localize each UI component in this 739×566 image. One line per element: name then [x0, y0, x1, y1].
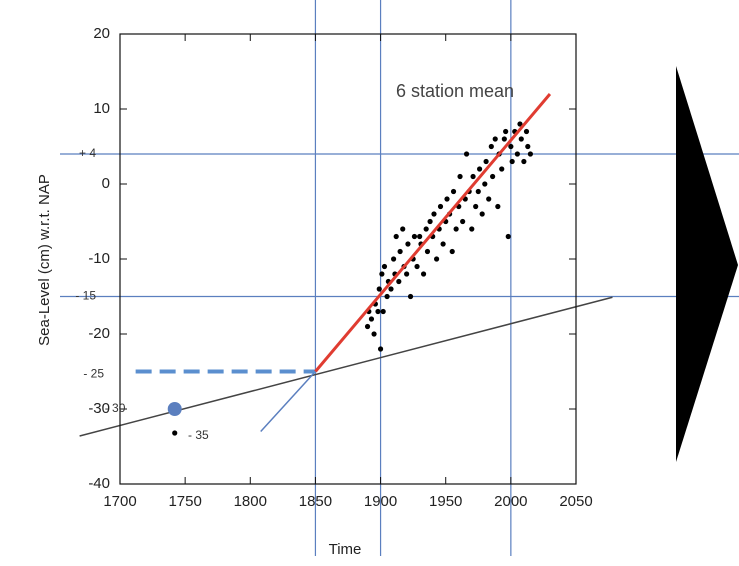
x-tick-label: 1800	[234, 493, 267, 510]
data-point	[514, 151, 520, 157]
y-tick-label: 0	[102, 175, 110, 192]
data-point	[523, 128, 530, 135]
data-point	[368, 316, 375, 322]
x-tick-label: 1950	[429, 493, 462, 510]
annotation: 6 station mean	[396, 81, 514, 101]
arrow	[676, 66, 738, 462]
x-tick-label: 2000	[494, 493, 527, 510]
data-point	[503, 128, 509, 135]
data-point	[457, 173, 463, 180]
y-tick-label: -30	[88, 400, 110, 417]
data-point	[380, 308, 386, 315]
data-point	[427, 218, 433, 225]
under-layer	[60, 0, 739, 556]
y-tick-label: 20	[93, 25, 110, 42]
data-point	[371, 331, 377, 337]
data-point	[420, 271, 427, 277]
data-point	[167, 402, 182, 416]
over-layer: -40 -30 -20 -10 0 10 20 1700 1750 1800 1850 1900 195…	[75, 25, 592, 510]
data-label: - 30	[105, 401, 126, 415]
data-point	[501, 136, 507, 142]
data-point	[379, 271, 385, 277]
x-tick-label: 1750	[168, 493, 201, 510]
data-point	[482, 181, 488, 187]
data-point	[397, 248, 403, 255]
data-point	[475, 188, 481, 195]
x-tick-label: 1850	[299, 493, 332, 510]
data-point	[527, 151, 534, 157]
data-point	[463, 151, 470, 157]
data-point	[492, 136, 498, 142]
data-point	[479, 211, 485, 217]
data-point	[483, 158, 489, 165]
reference-label: - 15	[75, 289, 96, 303]
trend-line	[314, 93, 552, 373]
data-point	[375, 308, 381, 315]
data-point	[476, 166, 483, 172]
x-axis-label: Time	[329, 541, 362, 558]
data-point	[414, 263, 420, 270]
data-point	[521, 158, 527, 165]
trend-line	[79, 296, 613, 437]
data-point	[470, 173, 476, 180]
data-point	[423, 226, 429, 232]
reference-label: + 4	[79, 146, 96, 160]
data-point	[444, 196, 450, 202]
data-point	[495, 203, 501, 210]
trend-line	[260, 370, 316, 433]
y-tick-label: -40	[88, 475, 110, 492]
data-point	[377, 346, 384, 352]
data-point	[490, 173, 496, 180]
data-point	[518, 136, 524, 142]
data-point	[388, 286, 394, 292]
data-point	[437, 203, 444, 210]
data-point	[505, 233, 511, 240]
data-point	[172, 430, 178, 436]
x-tick-label: 2050	[559, 493, 592, 510]
data-point	[400, 226, 406, 232]
reference-label: - 25	[83, 367, 104, 381]
y-tick-label: -20	[88, 325, 110, 342]
data-point	[417, 233, 423, 240]
data-point	[404, 271, 410, 277]
data-point	[488, 143, 494, 150]
data-point	[440, 241, 446, 247]
data-point	[384, 293, 390, 300]
data-point	[433, 256, 440, 262]
data-point	[453, 226, 459, 232]
x-tick-label: 1900	[364, 493, 397, 510]
data-point	[525, 143, 531, 150]
data-point	[473, 203, 479, 210]
y-axis-label: Sea-Level (cm) w.r.t. NAP	[36, 174, 53, 346]
data-point	[407, 293, 414, 300]
data-point	[449, 248, 455, 255]
data-point	[411, 233, 418, 240]
data-point	[393, 233, 399, 240]
data-point	[391, 256, 397, 262]
data-point	[405, 241, 411, 247]
data-point	[431, 211, 437, 217]
x-tick-label: 1700	[103, 493, 136, 510]
y-tick-label: 10	[93, 100, 110, 117]
annotation: - 35	[188, 428, 209, 442]
y-tick-label: -10	[88, 250, 110, 267]
data-point	[486, 196, 492, 202]
data-point	[376, 286, 382, 292]
data-point	[508, 143, 514, 150]
data-point	[517, 121, 523, 127]
data-point	[396, 278, 402, 285]
data-point	[499, 166, 505, 172]
data-point	[509, 158, 515, 165]
data-point	[424, 248, 431, 255]
data-point	[381, 263, 388, 270]
data-point	[450, 188, 457, 195]
data-point	[460, 218, 466, 225]
data-point	[364, 323, 371, 330]
data-point	[469, 226, 475, 232]
